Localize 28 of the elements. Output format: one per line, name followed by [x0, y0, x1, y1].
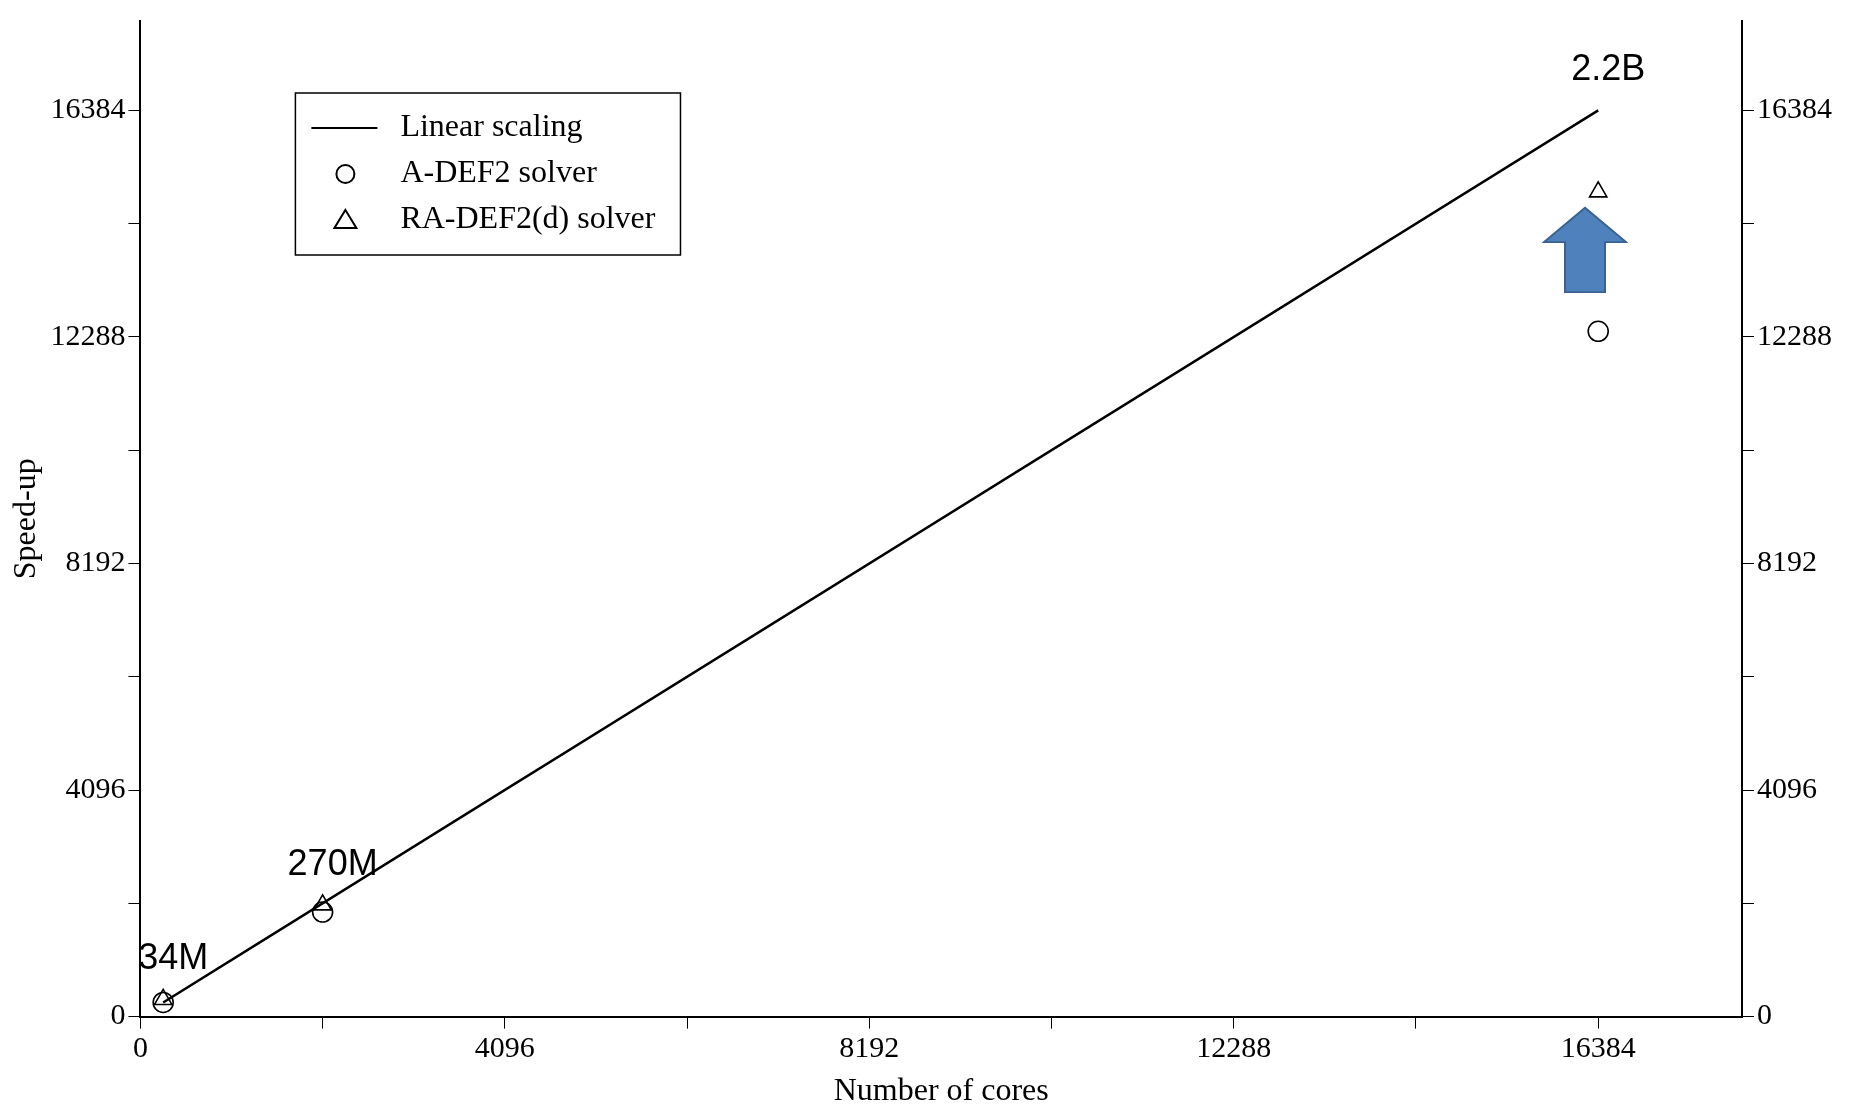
y-tick-label: 0: [110, 997, 126, 1031]
y2-tick-label: 8192: [1757, 544, 1817, 578]
annotation: 270M: [287, 841, 378, 883]
point: [1588, 181, 1608, 198]
legend-label: RA-DEF2(d) solver: [400, 199, 656, 236]
y-tick-label: 16384: [50, 91, 126, 125]
annotation: 34M: [138, 936, 209, 978]
x-tick-label: 0: [132, 1030, 148, 1064]
x-axis-title: Number of cores: [833, 1071, 1049, 1108]
x-tick-label: 12288: [1196, 1030, 1272, 1064]
y2-tick-label: 16384: [1757, 91, 1832, 125]
annotation: 2.2B: [1571, 47, 1646, 89]
y-tick-label: 4096: [65, 770, 126, 804]
y-tick-label: 12288: [50, 317, 126, 351]
y-axis-title: Speed-up: [5, 458, 42, 580]
x-tick-label: 8192: [839, 1030, 900, 1064]
y-tick-label: 8192: [65, 544, 126, 578]
y2-tick-label: 0: [1757, 997, 1772, 1031]
y2-tick-label: 4096: [1757, 770, 1817, 804]
point: [311, 901, 334, 923]
y2-tick-label: 12288: [1757, 317, 1832, 351]
x-tick-label: 4096: [474, 1030, 535, 1064]
legend-label: Linear scaling: [400, 107, 583, 144]
legend-label: A-DEF2 solver: [400, 153, 598, 190]
point: [153, 988, 173, 1006]
point: [313, 894, 333, 911]
x-tick-label: 16384: [1560, 1030, 1636, 1064]
point: [152, 991, 174, 1014]
